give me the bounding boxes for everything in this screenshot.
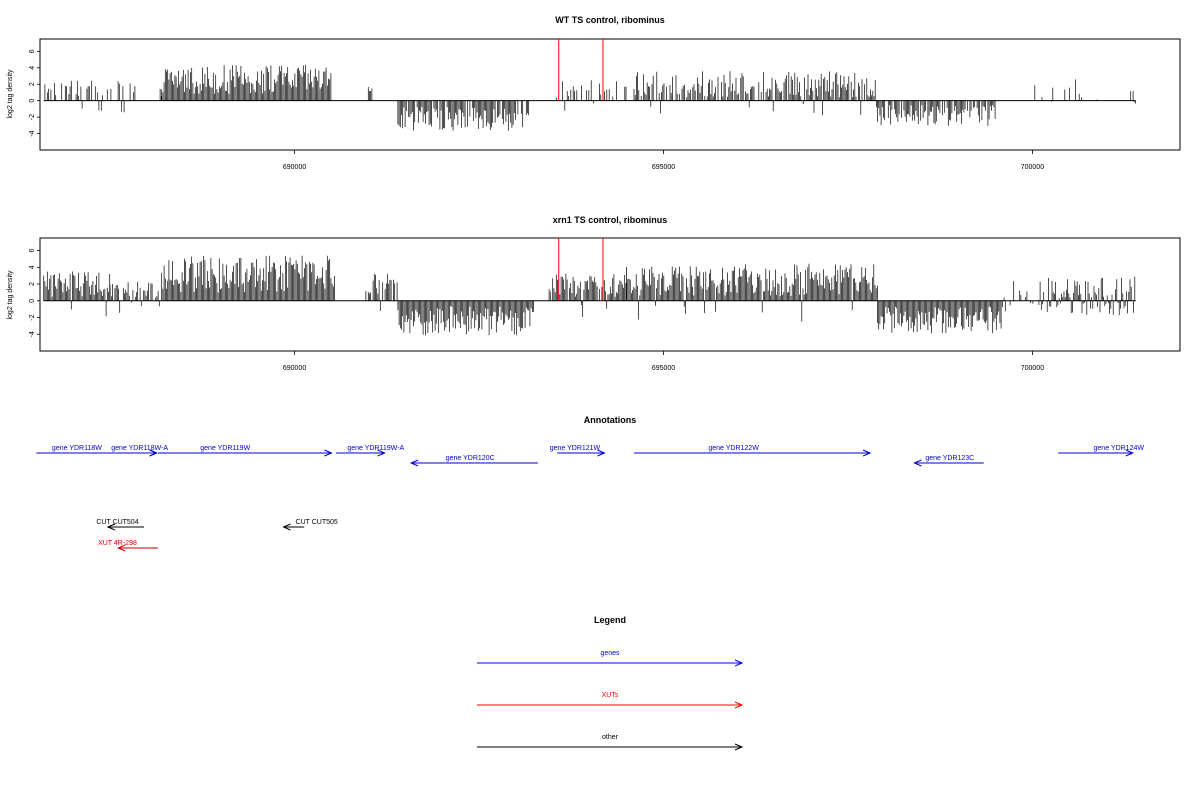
annotation-feature: gene YDR121W [550,445,606,457]
x-tick-label: 700000 [1021,365,1044,372]
annotation-feature: gene YDR120C [409,455,539,467]
xrn1-track-title: xrn1 TS control, ribominus [553,215,668,225]
feature-arrowhead [116,544,126,552]
legend-arrowhead [734,701,744,709]
y-tick-label: 0 [29,99,36,103]
feature-label: gene YDR121W [550,445,601,452]
legend-arrowhead [734,743,744,751]
x-tick-label: 695000 [652,365,675,372]
legend-label: other [602,734,619,741]
legend-item: other [477,734,744,751]
xrn1-track-panel: xrn1 TS control, ribominus log2 tag dens… [7,215,1181,372]
y-tick-label: -4 [29,130,36,136]
feature-arrowhead [106,523,116,531]
annotation-feature: gene YDR124W [1058,445,1145,457]
feature-arrowhead [913,459,922,467]
legend-label: genes [600,650,620,657]
legend-item: XUTs [477,692,744,709]
y-tick-label: 6 [29,49,36,53]
annotation-feature: CUT CUT504 [96,519,145,531]
annotation-feature: gene YDR118W-A [73,445,168,457]
annotation-feature: XUT 4R-298 [98,540,159,552]
feature-label: gene YDR124W [1094,445,1145,452]
feature-arrowhead [149,449,158,457]
xrn1-tag-density-bars [43,255,1136,336]
y-tick-label: 4 [29,66,36,70]
legend-item: genes [477,650,744,667]
x-tick-label: 690000 [283,365,306,372]
feature-label: gene YDR118W-A [111,445,168,452]
legend-title: Legend [594,615,626,625]
xrn1-y-axis-label: log2 tag density [7,270,14,320]
feature-label: gene YDR118W [52,445,102,452]
x-tick-label: 700000 [1021,164,1044,171]
feature-arrowhead [377,449,386,457]
xrn1-red-marks [558,238,604,301]
xrn1-x-axis: 690000 695000 700000 [283,351,1044,372]
y-tick-label: -4 [29,331,36,337]
feature-label: gene YDR119W [200,445,250,452]
tag-density-bar-set [43,255,1136,336]
feature-label: CUT CUT505 [296,519,338,526]
wt-track-panel: WT TS control, ribominus log2 tag densit… [7,15,1181,171]
y-tick-label: 6 [29,249,36,253]
wt-tag-density-bars [43,64,1136,131]
legend-label: XUTs [602,692,619,699]
feature-label: gene YDR120C [446,455,495,462]
legend-items: genes XUTs other [477,650,744,751]
feature-arrowhead [597,449,606,457]
feature-arrowhead [1125,449,1135,457]
x-tick-label: 690000 [283,164,306,171]
feature-label: gene YDR122W [708,445,759,452]
feature-arrowhead [282,523,291,531]
y-tick-label: -2 [29,114,36,120]
y-tick-label: 2 [29,282,36,286]
wt-x-axis: 690000 695000 700000 [283,150,1044,171]
annotation-feature: gene YDR119W [158,445,333,457]
x-tick-label: 695000 [652,164,675,171]
annotation-feature: gene YDR123C [913,455,984,467]
tag-density-bar-set [44,64,1136,131]
legend-panel: Legend genes XUTs other [477,615,744,751]
annotation-feature: gene YDR122W [633,445,872,457]
y-tick-label: -2 [29,314,36,320]
y-tick-label: 0 [29,299,36,303]
feature-arrowhead [409,459,419,467]
y-tick-label: 2 [29,82,36,86]
feature-label: XUT 4R-298 [98,540,137,547]
annotation-features: gene YDR118W gene YDR118W-A gene YDR119W ge… [36,445,1145,552]
annotations-panel: Annotations gene YDR118W gene YDR118W-A ge… [36,415,1145,552]
annotations-title: Annotations [584,415,637,425]
feature-arrowhead [324,449,333,457]
feature-label: CUT CUT504 [96,519,138,526]
wt-y-axis: -4 -2 0 2 4 6 [29,49,41,137]
feature-label: gene YDR119W-A [347,445,404,452]
wt-track-title: WT TS control, ribominus [555,15,665,25]
annotation-feature: CUT CUT505 [282,519,338,531]
wt-y-axis-label: log2 tag density [7,69,14,119]
annotation-feature: gene YDR119W-A [335,445,404,457]
xrn1-y-axis: -4 -2 0 2 4 6 [29,249,41,337]
wt-red-marks [558,39,604,101]
y-tick-label: 4 [29,265,36,269]
feature-arrowhead [862,449,872,457]
legend-arrowhead [734,659,744,667]
feature-label: gene YDR123C [925,455,974,462]
